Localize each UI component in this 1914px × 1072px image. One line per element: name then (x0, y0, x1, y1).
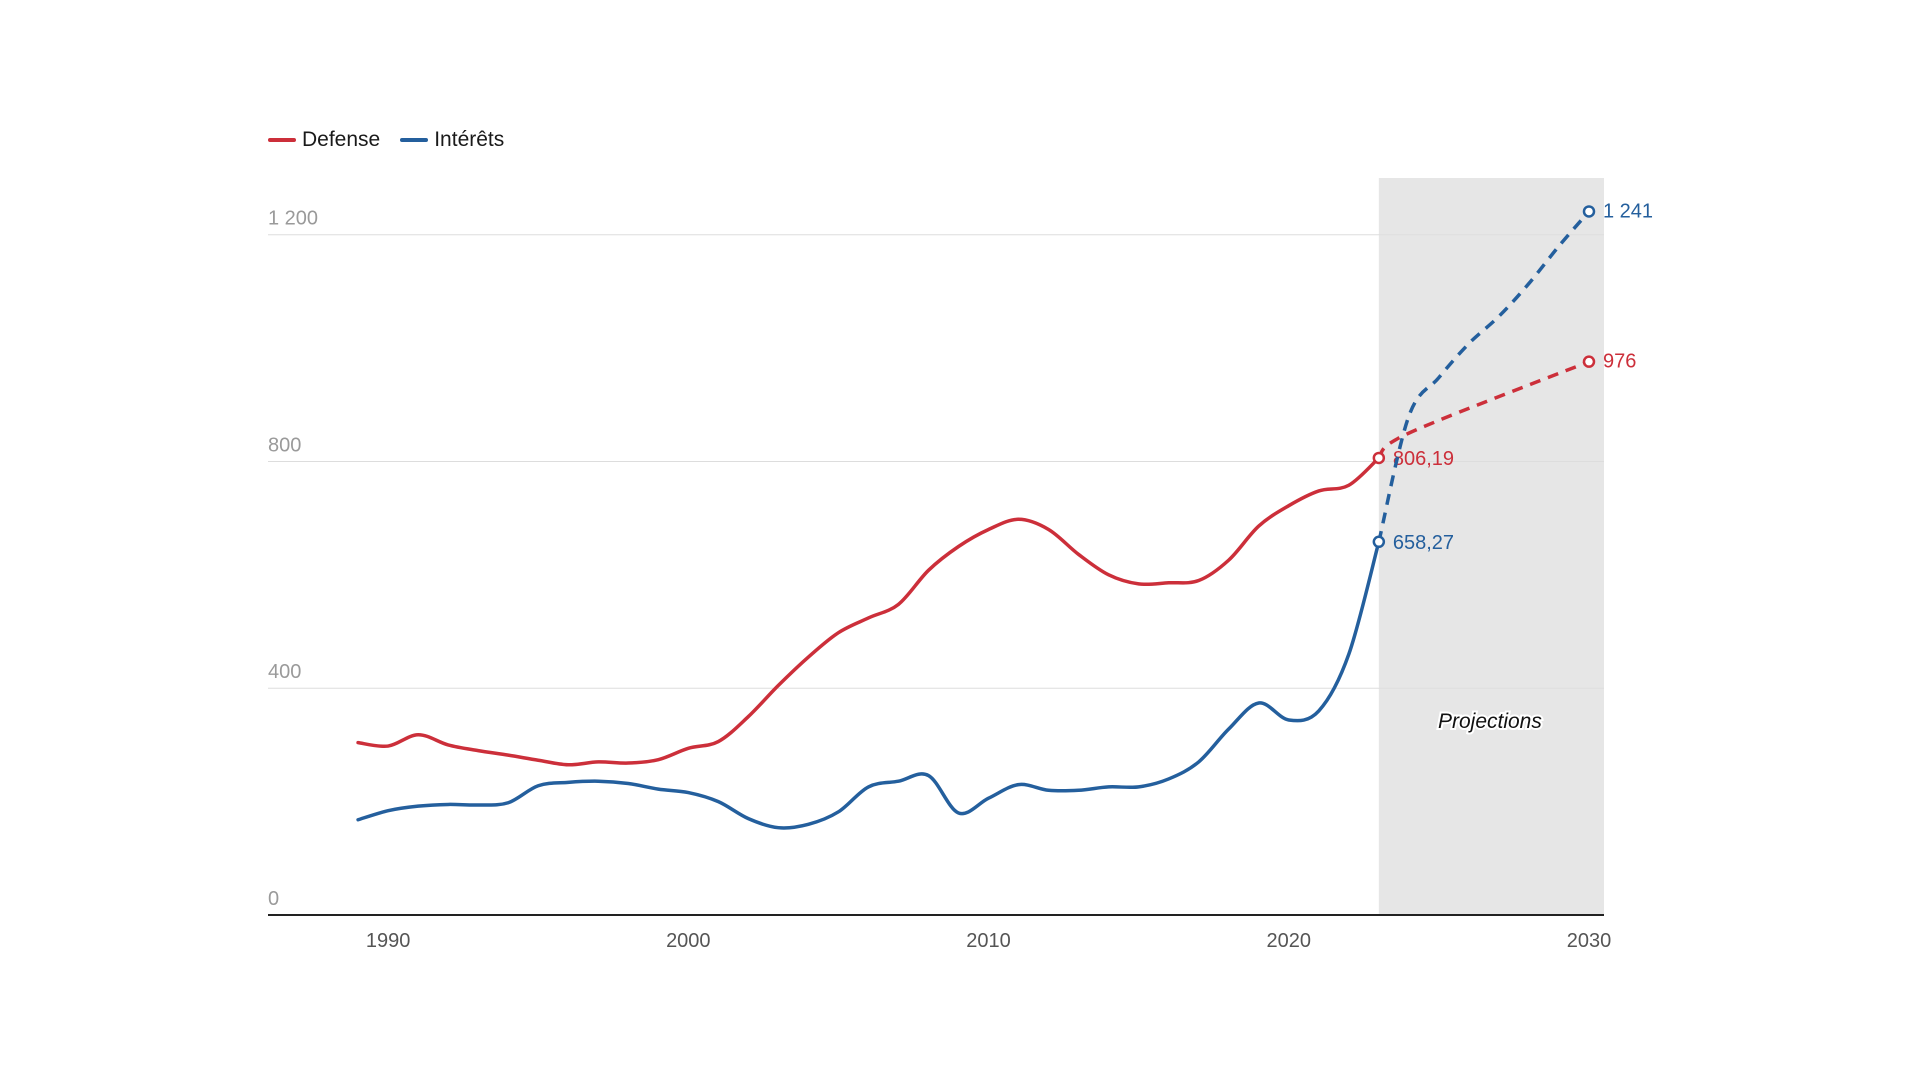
projection-label: Projections (1438, 710, 1542, 733)
x-tick-label: 2030 (1567, 930, 1612, 952)
legend-swatch-defense (268, 138, 296, 142)
end-marker-interets (1372, 535, 1386, 549)
x-tick-label: 1990 (366, 930, 411, 952)
legend-label-interets: Intérêts (434, 128, 505, 151)
legend-swatch-interets (400, 138, 429, 142)
end-label-interets: 658,27 (1393, 532, 1454, 554)
projection-end-label-defense: 976 (1603, 351, 1636, 373)
y-tick-label: 800 (268, 434, 301, 456)
series-line-interets (356, 540, 1381, 830)
legend-item-defense: Defense (268, 128, 380, 152)
projection-end-label-interets: 1 241 (1603, 200, 1653, 222)
y-tick-label: 0 (268, 888, 279, 910)
series-line-defense (356, 456, 1381, 767)
legend: Defense Intérêts (268, 128, 524, 152)
projection-line-interets (1377, 210, 1591, 543)
legend-label-defense: Defense (302, 128, 381, 151)
x-tick-label: 2010 (966, 930, 1011, 952)
legend-item-interets: Intérêts (400, 128, 504, 152)
projection-band (1378, 178, 1604, 915)
projection-line-defense (1377, 360, 1590, 460)
x-tick-label: 2000 (666, 930, 711, 952)
projection-end-marker-defense (1582, 355, 1596, 368)
x-tick-label: 2020 (1267, 930, 1312, 952)
end-marker-defense (1372, 451, 1386, 465)
y-tick-label: 400 (268, 661, 301, 683)
projection-end-marker-interets (1582, 205, 1596, 218)
y-tick-label: 1 200 (268, 208, 318, 230)
end-label-defense: 806,19 (1393, 448, 1454, 470)
